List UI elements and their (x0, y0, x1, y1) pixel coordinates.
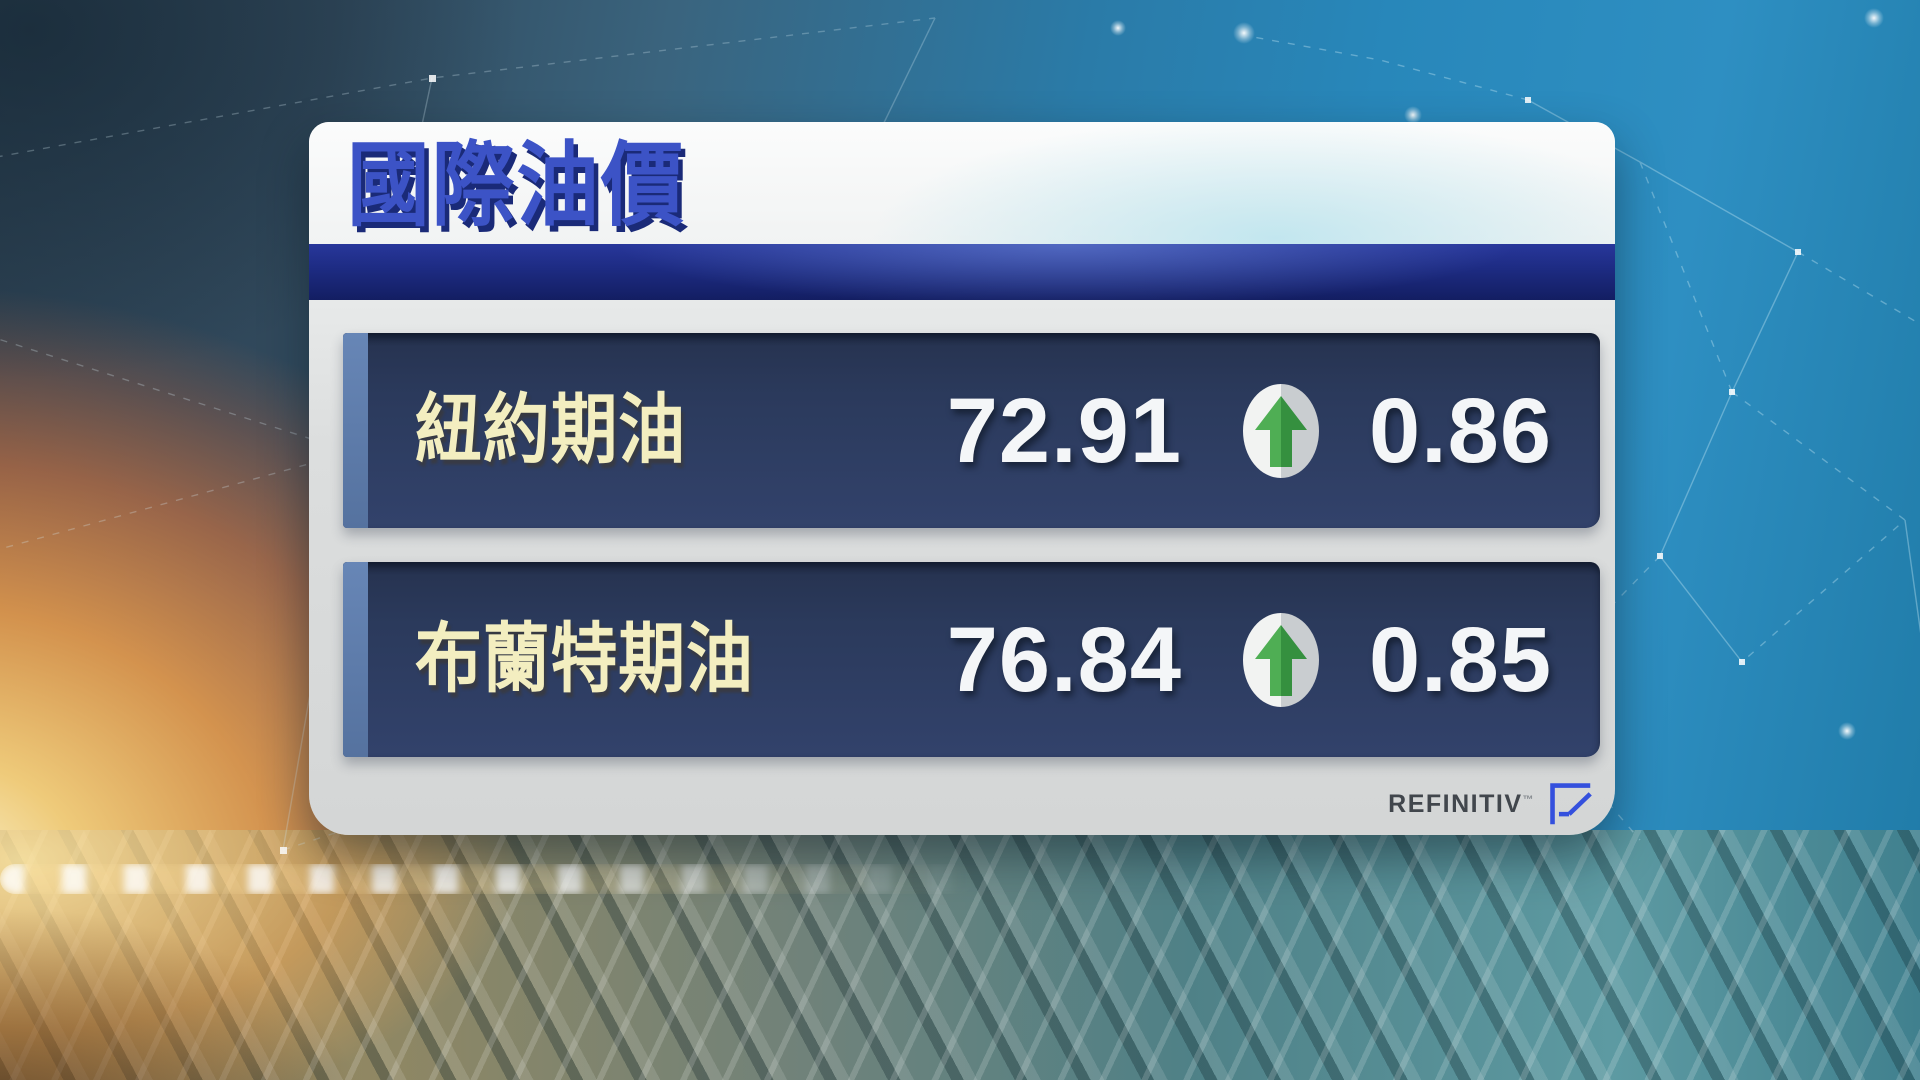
up-arrow-icon (1242, 383, 1320, 479)
light-streak (0, 864, 980, 894)
title-underline-band (309, 244, 1615, 300)
row-accent-stripe (343, 333, 368, 528)
page-title: 國際油價 (347, 135, 686, 237)
trademark-symbol: ™ (1522, 793, 1535, 806)
instrument-label: 紐約期油 (415, 387, 687, 473)
table-row-brent: 布蘭特期油 76.84 0.85 (343, 562, 1600, 757)
table-row-nymex: 紐約期油 72.91 0.86 (343, 333, 1600, 528)
row-accent-stripe (343, 562, 368, 757)
oil-price-card: 國際油價 紐約期油 72.91 (309, 122, 1615, 835)
sparkle (1233, 22, 1255, 44)
sparkle (1404, 106, 1422, 124)
sparkle (1110, 20, 1126, 36)
up-arrow-icon (1242, 612, 1320, 708)
change-value: 0.86 (1368, 379, 1552, 482)
sparkle (1838, 722, 1856, 740)
change-value: 0.85 (1368, 608, 1552, 711)
refinitiv-logo-icon (1550, 783, 1592, 825)
sparkle (1864, 8, 1884, 28)
card-body: 紐約期油 72.91 0.86 (309, 300, 1615, 835)
instrument-label: 布蘭特期油 (415, 616, 754, 702)
price-value: 72.91 (946, 379, 1182, 482)
price-value: 76.84 (946, 608, 1182, 711)
data-source: REFINITIV™ (1388, 781, 1593, 827)
card-title-area: 國際油價 (309, 122, 1615, 244)
refinitiv-wordmark: REFINITIV™ (1388, 789, 1535, 818)
